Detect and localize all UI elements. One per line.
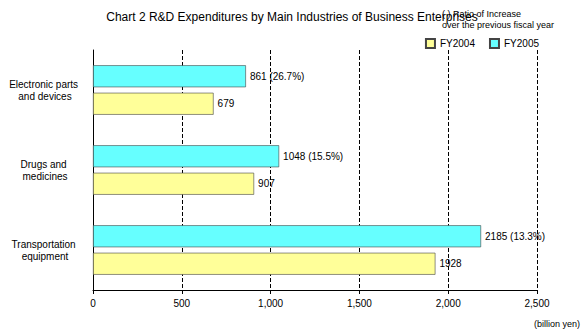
svg-text:679: 679 [218, 98, 235, 109]
svg-text:equipment: equipment [22, 251, 69, 262]
svg-text:over the previous fiscal year: over the previous fiscal year [441, 19, 554, 30]
svg-text:2,000: 2,000 [436, 298, 461, 309]
svg-text:( ) Ratio of Increase: ( ) Ratio of Increase [441, 8, 521, 19]
svg-text:1048 (15.5%): 1048 (15.5%) [283, 151, 343, 162]
svg-text:861 (26.7%): 861 (26.7%) [250, 71, 304, 82]
svg-text:Drugs and: Drugs and [21, 159, 70, 170]
svg-text:1,500: 1,500 [347, 298, 372, 309]
svg-text:0: 0 [90, 298, 96, 309]
svg-text:500: 500 [173, 298, 190, 309]
svg-text:1,000: 1,000 [258, 298, 283, 309]
svg-text:(billion yen): (billion yen) [534, 319, 580, 329]
svg-text:medicines: medicines [22, 171, 67, 182]
svg-text:2185 (13.3%): 2185 (13.3%) [485, 231, 545, 242]
svg-text:1928: 1928 [439, 258, 462, 269]
svg-text:and devices: and devices [18, 91, 71, 102]
svg-text:Transportation: Transportation [12, 239, 79, 250]
svg-text:FY2005: FY2005 [504, 38, 539, 49]
svg-text:907: 907 [258, 178, 275, 189]
svg-text:Electronic parts: Electronic parts [9, 79, 81, 90]
svg-text:Chart 2 R&D Expenditures by Ma: Chart 2 R&D Expenditures by Main Industr… [106, 10, 478, 24]
svg-text:FY2004: FY2004 [440, 38, 475, 49]
svg-text:2,500: 2,500 [524, 298, 549, 309]
